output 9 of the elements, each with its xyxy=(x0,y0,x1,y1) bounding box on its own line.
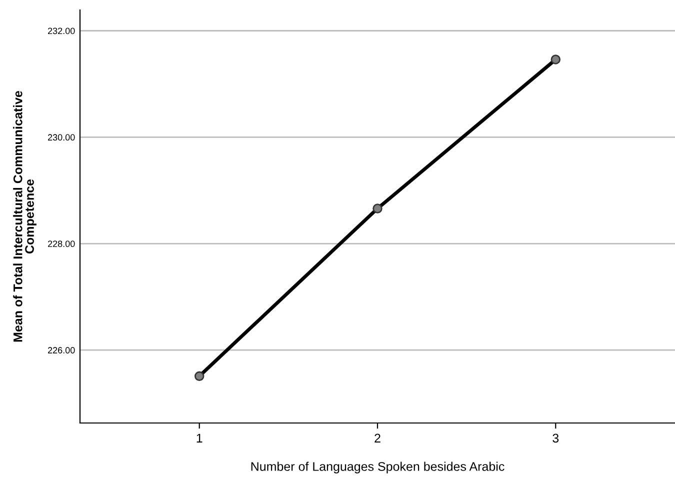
x-tick-label: 3 xyxy=(552,434,559,443)
y-axis-title: Mean of Total Intercultural Communicative Competence xyxy=(13,90,36,342)
y-tick-label: 230.00 xyxy=(48,134,75,141)
x-tick-label: 2 xyxy=(374,434,380,442)
y-tick-label: 226.00 xyxy=(48,347,75,354)
x-tick-label: 1 xyxy=(196,434,202,442)
y-tick-label: 228.00 xyxy=(48,240,75,248)
x-axis-title: Number of Languages Spoken besides Arabic xyxy=(251,462,504,474)
y-tick-label: 232.00 xyxy=(48,28,75,34)
